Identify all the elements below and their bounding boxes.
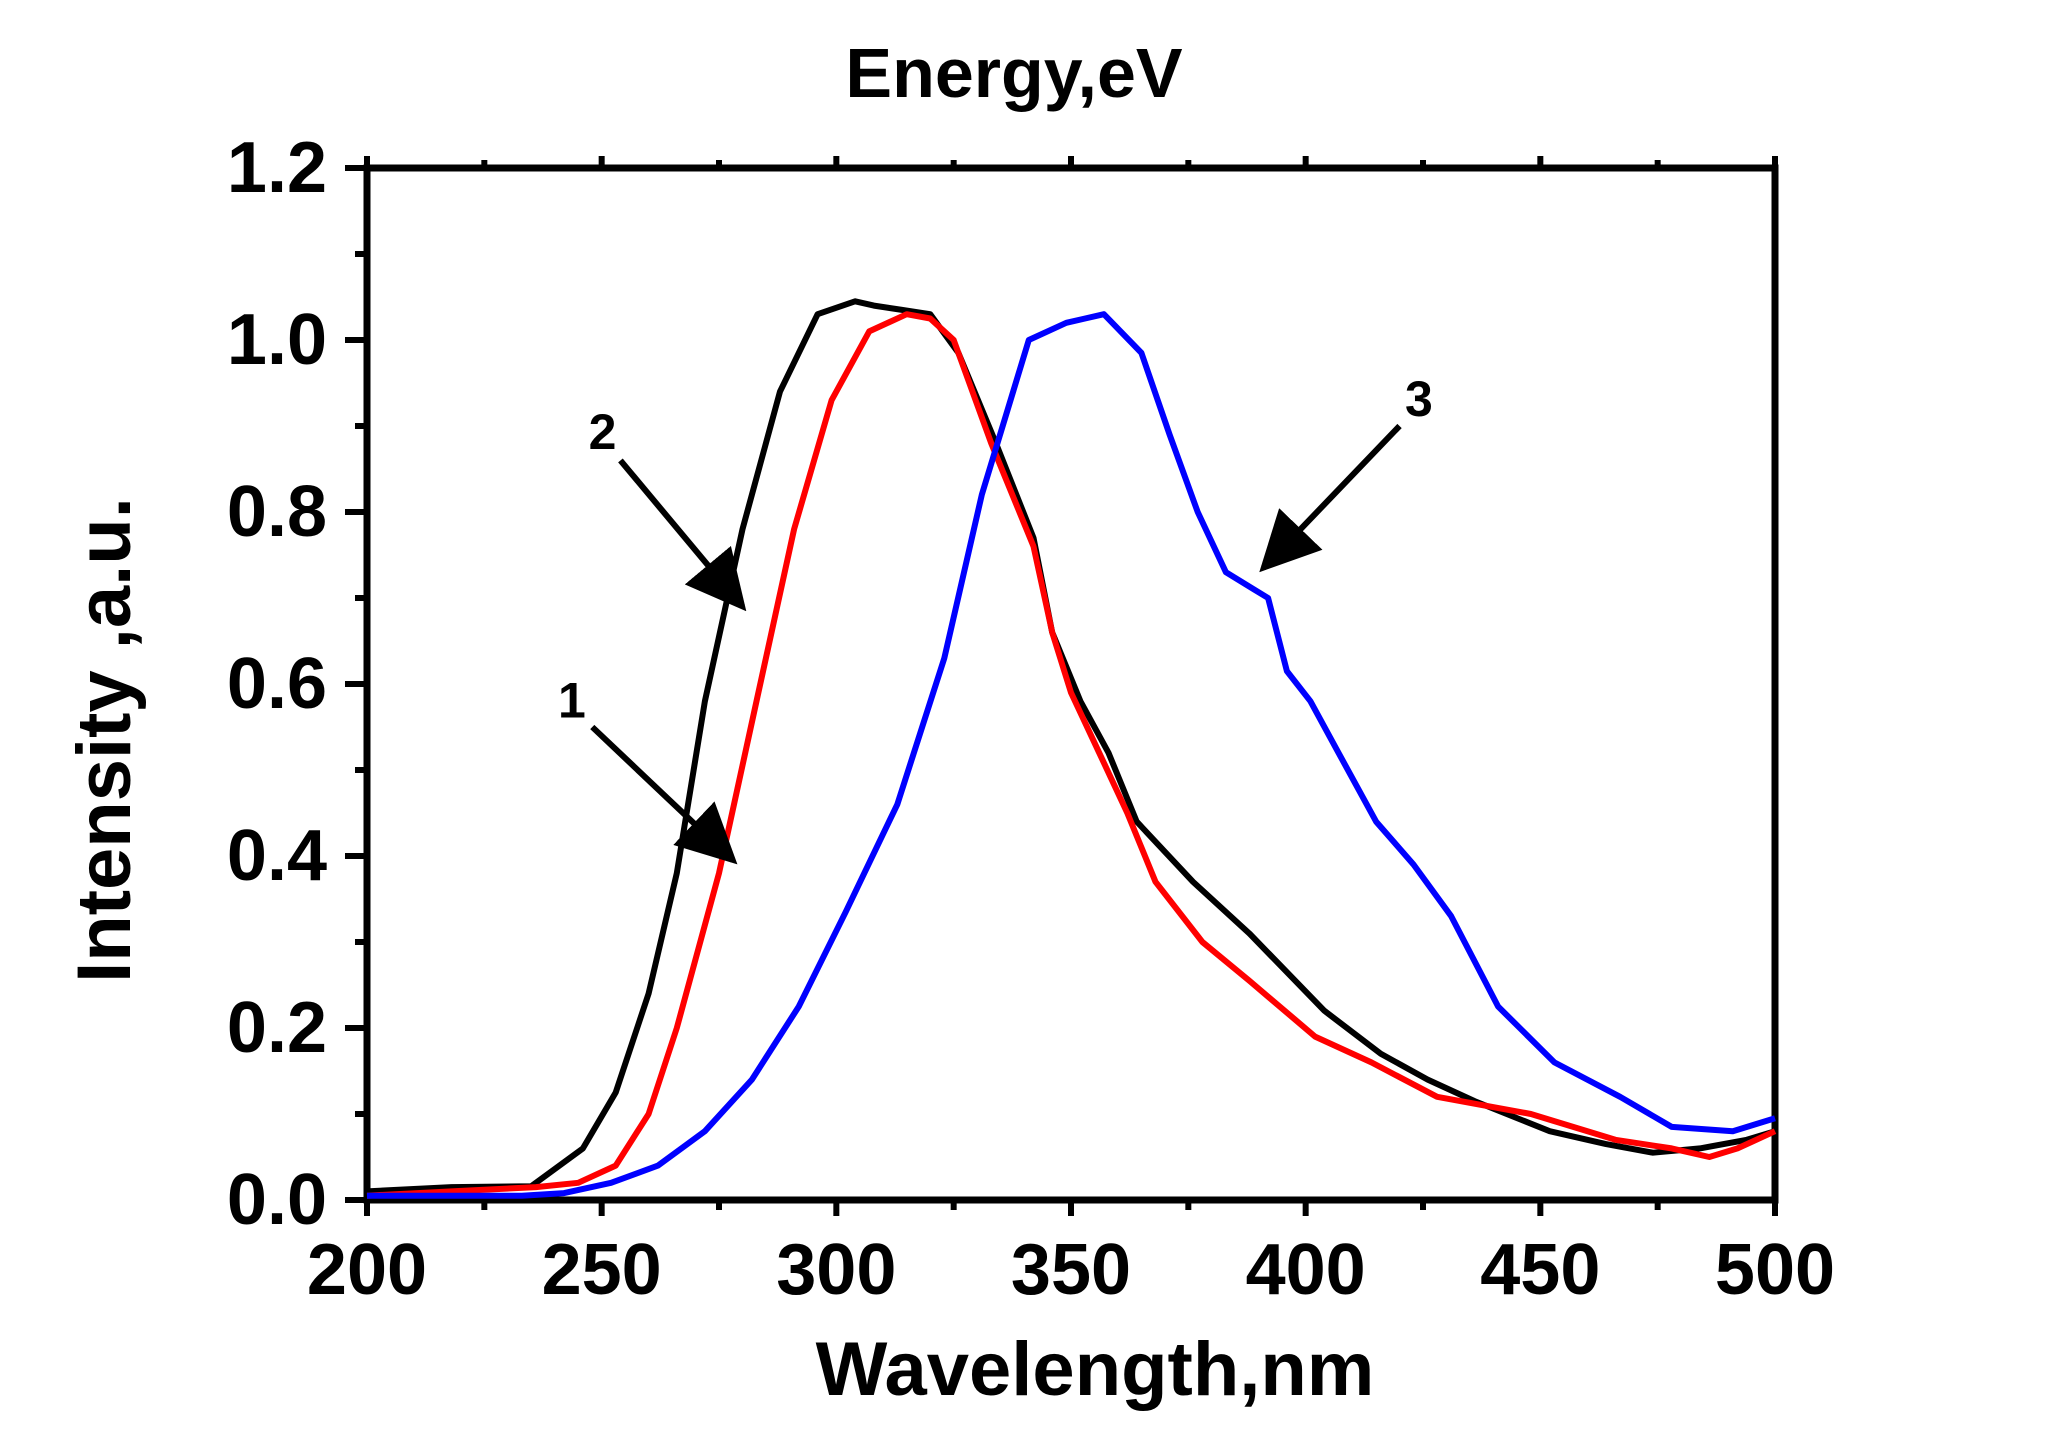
y-tick-label: 0.8 — [227, 472, 327, 552]
y-tick-label: 1.0 — [227, 300, 327, 380]
series-line-2 — [366, 311, 1777, 1199]
series-line-3 — [367, 311, 1776, 1199]
y-tick-label: 0.6 — [227, 644, 327, 724]
annotation-arrow-2 — [618, 458, 747, 612]
plot-area: 200 250 300 350 400 450 500 0.0 0.2 0.4 0.6 0.8 1.0 1… — [227, 128, 1835, 1310]
x-tick-label: 200 — [307, 1230, 427, 1310]
annotation-label-2: 2 — [589, 404, 617, 460]
chart-title: Energy,eV — [845, 34, 1182, 112]
x-tick-label: 500 — [1715, 1230, 1835, 1310]
annotation-arrow-1 — [590, 724, 738, 865]
annotation-label-1: 1 — [558, 673, 586, 729]
x-tick-label: 350 — [1011, 1230, 1131, 1310]
y-tick-label: 0.2 — [227, 988, 327, 1068]
series-line-1 — [366, 298, 1776, 1195]
annotation-arrow-3 — [1259, 423, 1402, 573]
x-tick-label: 450 — [1480, 1230, 1600, 1310]
x-tick-label: 250 — [542, 1230, 662, 1310]
y-tick-label: 0.0 — [227, 1160, 327, 1240]
x-tick-label: 300 — [776, 1230, 896, 1310]
x-tick-label: 400 — [1246, 1230, 1366, 1310]
annotation-label-3: 3 — [1405, 371, 1433, 427]
y-tick-label: 0.4 — [227, 816, 327, 896]
x-axis-label: Wavelength,nm — [816, 1327, 1375, 1412]
y-axis-label: Intensity ,a.u. — [62, 497, 147, 983]
y-tick-label: 1.2 — [227, 128, 327, 208]
